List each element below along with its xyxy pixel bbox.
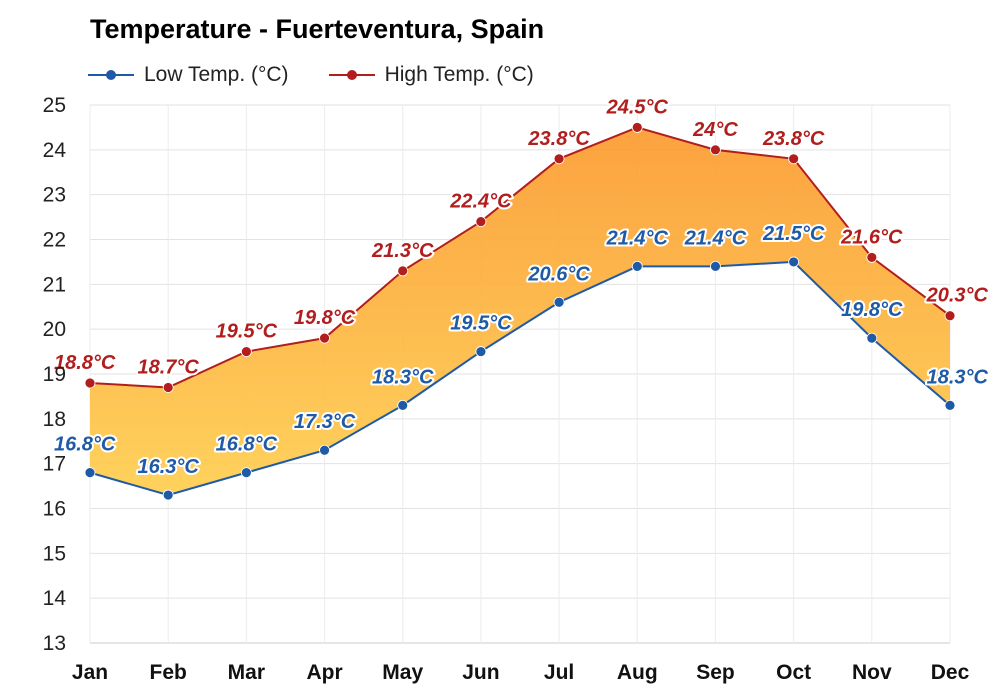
legend: Low Temp. (°C) High Temp. (°C) [88, 60, 574, 90]
y-tick-label-20: 20 [43, 318, 66, 341]
y-tick-label-18: 18 [43, 408, 66, 431]
point-layer [84, 122, 956, 501]
high-temp-point-aug [631, 122, 643, 133]
high-temp-point-mar [240, 346, 252, 357]
low-temp-label-nov: 19.8°C [841, 299, 903, 321]
y-tick-label-13: 13 [43, 632, 66, 655]
high-temp-point-jul [553, 153, 565, 165]
high-temp-point-jun [475, 216, 487, 227]
low-temp-point-apr [319, 444, 330, 456]
high-temp-point-apr [319, 332, 330, 344]
high-temp-point-jan [84, 377, 96, 389]
high-temp-point-sep [710, 144, 721, 156]
label-layer: 16.8°C 16.3°C 16.8°C 17.3°C 18.3°C 19.5°C 20.6… [52, 94, 991, 480]
low-temp-point-dec [944, 399, 956, 411]
high-temp-point-feb [162, 382, 174, 393]
y-tick-label-15: 15 [43, 542, 66, 565]
low-temp-point-jul [553, 296, 565, 308]
y-tick-label-17: 17 [43, 453, 66, 476]
x-tick-label-jul: Jul [544, 661, 574, 684]
low-temp-point-aug [631, 260, 643, 272]
low-temp-point-oct [788, 256, 800, 268]
high-temp-point-dec [944, 310, 956, 322]
high-temp-label-oct: 23.8°C [762, 128, 825, 150]
y-tick-label-23: 23 [43, 184, 66, 207]
temperature-range-area [90, 127, 950, 496]
legend-item-high[interactable]: High Temp. (°C) [328, 63, 534, 87]
chart-title: Temperature - Fuerteventura, Spain [90, 14, 545, 44]
x-tick-label-mar: Mar [228, 661, 265, 684]
legend-item-low[interactable]: Low Temp. (°C) [88, 63, 289, 87]
high-temp-label-mar: 19.5°C [216, 321, 278, 343]
high-temp-label-jun: 22.4°C [449, 191, 512, 213]
high-temp-label-may: 21.3°C [371, 240, 434, 262]
y-tick-label-25: 25 [43, 94, 66, 117]
low-temp-label-aug: 21.4°C [606, 227, 669, 249]
low-temp-label-apr: 17.3°C [294, 411, 356, 433]
high-temp-label-feb: 18.7°C [137, 356, 199, 378]
low-temp-point-may [397, 399, 409, 411]
x-tick-label-aug: Aug [617, 661, 658, 684]
high-temp-label-nov: 21.6°C [840, 226, 903, 248]
high-temp-label-dec: 20.3°C [926, 285, 989, 307]
high-temp-label-sep: 24°C [692, 119, 738, 141]
y-tick-label-24: 24 [43, 139, 67, 162]
low-temp-line [89, 260, 951, 497]
y-tick-label-16: 16 [43, 498, 66, 521]
x-tick-label-jan: Jan [72, 661, 108, 684]
low-temp-label-mar: 16.8°C [216, 434, 278, 456]
y-tick-label-14: 14 [43, 587, 67, 610]
low-temp-point-nov [866, 332, 878, 344]
low-temp-label-may: 18.3°C [372, 366, 434, 388]
low-temp-label-oct: 21.5°C [762, 223, 825, 245]
area-layer [90, 127, 950, 496]
low-temp-label-dec: 18.3°C [927, 366, 989, 388]
legend-swatch-low [88, 65, 134, 85]
y-tick-label-22: 22 [43, 229, 66, 252]
high-temp-label-jan: 18.8°C [54, 352, 116, 374]
x-tick-label-dec: Dec [931, 661, 970, 684]
x-tick-label-may: May [382, 661, 423, 684]
low-temp-label-jun: 19.5°C [450, 313, 512, 335]
low-temp-label-jul: 20.6°C [527, 263, 590, 285]
x-tick-label-apr: Apr [306, 661, 342, 684]
low-temp-point-jan [84, 467, 96, 479]
high-temp-label-aug: 24.5°C [606, 96, 669, 118]
x-tick-label-oct: Oct [776, 661, 811, 684]
low-temp-point-feb [162, 489, 174, 501]
x-tick-label-feb: Feb [150, 661, 187, 684]
line-layer [89, 126, 951, 497]
low-temp-point-mar [240, 467, 252, 479]
low-temp-label-feb: 16.3°C [137, 456, 199, 478]
high-temp-point-oct [788, 153, 800, 165]
low-temp-point-jun [475, 346, 487, 357]
high-temp-point-may [397, 265, 409, 277]
high-temp-point-nov [866, 252, 878, 263]
legend-swatch-high [328, 65, 375, 85]
low-temp-label-jan: 16.8°C [54, 434, 116, 456]
axis-layer: 13 14 15 16 17 18 19 20 21 22 23 24 25 Jan Feb Mar Apr Ma… [43, 94, 970, 684]
high-temp-label-apr: 19.8°C [294, 307, 356, 329]
legend-label-low: Low Temp. (°C) [144, 63, 289, 86]
high-temp-line [89, 126, 951, 389]
low-temp-point-sep [710, 260, 721, 272]
x-tick-label-sep: Sep [696, 661, 735, 684]
high-temp-label-jul: 23.8°C [527, 128, 590, 150]
legend-label-high: High Temp. (°C) [384, 63, 534, 86]
low-temp-label-sep: 21.4°C [684, 227, 747, 249]
x-tick-label-jun: Jun [462, 661, 499, 684]
y-tick-label-19: 19 [43, 363, 66, 386]
y-tick-label-21: 21 [43, 273, 66, 296]
x-tick-label-nov: Nov [852, 661, 892, 684]
